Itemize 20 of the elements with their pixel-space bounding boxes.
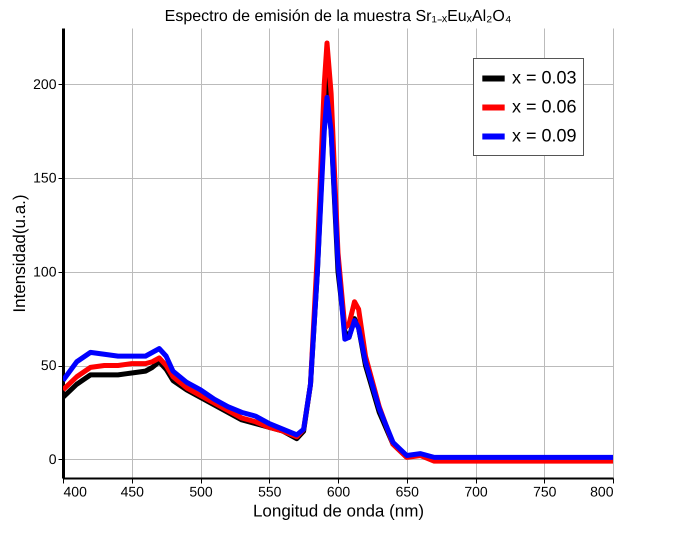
y-tick-label: 150 <box>33 170 57 186</box>
y-axis-title: Intensidad(u.a.) <box>10 194 30 313</box>
chart-title: Espectro de emisión de la muestra Sr₁₋ₓEuₓAl₂O₄ <box>164 8 512 25</box>
x-tick-label: 400 <box>64 484 88 500</box>
x-tick-label: 550 <box>258 484 282 500</box>
y-tick-label: 50 <box>40 357 57 373</box>
x-tick-label: 650 <box>396 484 420 500</box>
x-tick-label: 500 <box>189 484 213 500</box>
x-tick-label: 700 <box>464 484 488 500</box>
y-tick-label: 0 <box>48 450 57 467</box>
y-tick-label: 100 <box>33 263 57 280</box>
legend-label: x = 0.03 <box>512 68 577 88</box>
x-tick-label: 450 <box>120 484 144 500</box>
y-tick-label: 200 <box>33 76 57 92</box>
legend-label: x = 0.09 <box>512 126 577 146</box>
x-tick-label: 800 <box>590 484 614 500</box>
x-tick-label: 750 <box>533 484 557 500</box>
x-axis-title: Longitud de onda (nm) <box>252 502 424 520</box>
x-tick-label: 600 <box>326 484 350 500</box>
legend-label: x = 0.06 <box>512 96 577 116</box>
